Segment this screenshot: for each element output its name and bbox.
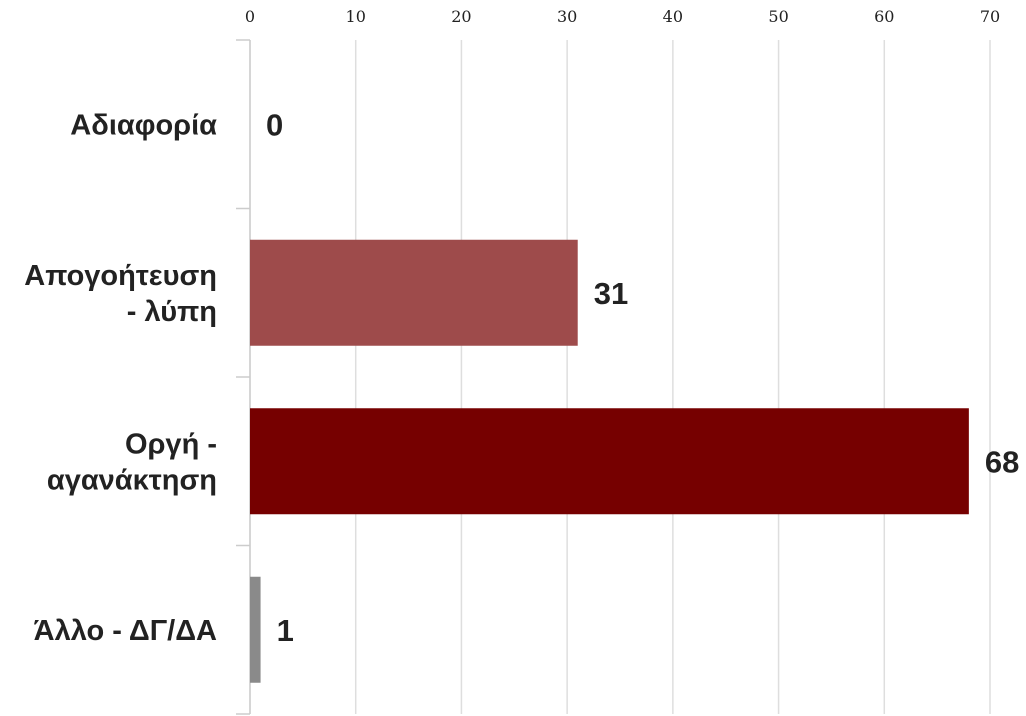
category-label-line: Αδιαφορία (70, 109, 217, 141)
category-label: Οργή - αγανάκτηση (47, 428, 217, 496)
bar (250, 408, 969, 515)
x-tick-label: 20 (451, 7, 471, 26)
category-labels: Αδιαφορία Απογοήτευση - λύπη Οργή - αγανάκτη… (24, 109, 217, 647)
x-tick-label: 50 (768, 7, 788, 26)
category-label-line: Άλλο - ΔΓ/ΔΑ (34, 615, 217, 647)
x-tick-label: 70 (980, 7, 1000, 26)
x-tick-label: 0 (245, 7, 255, 26)
category-label-line: - λύπη (127, 296, 217, 328)
category-label-line: αγανάκτηση (47, 464, 217, 496)
data-label: 31 (594, 276, 628, 311)
data-label: 0 (266, 107, 283, 142)
value-labels: 0 31 68 1 (266, 107, 1019, 648)
x-tick-label: 60 (874, 7, 894, 26)
x-tick-label: 40 (663, 7, 683, 26)
x-tick-label: 30 (557, 7, 577, 26)
x-tick-label: 10 (346, 7, 366, 26)
category-label-line: Απογοήτευση (24, 260, 217, 292)
grid-lines (236, 39, 991, 715)
bar (250, 239, 578, 346)
data-label: 68 (985, 444, 1019, 479)
category-label: Αδιαφορία (70, 109, 217, 141)
category-label: Απογοήτευση - λύπη (24, 260, 217, 328)
category-label-line: Οργή - (125, 428, 217, 460)
bars (250, 239, 969, 683)
bar (250, 576, 261, 683)
category-label: Άλλο - ΔΓ/ΔΑ (34, 615, 217, 647)
data-label: 1 (277, 613, 294, 648)
x-axis: 0 10 20 30 40 50 60 70 (245, 7, 1000, 26)
